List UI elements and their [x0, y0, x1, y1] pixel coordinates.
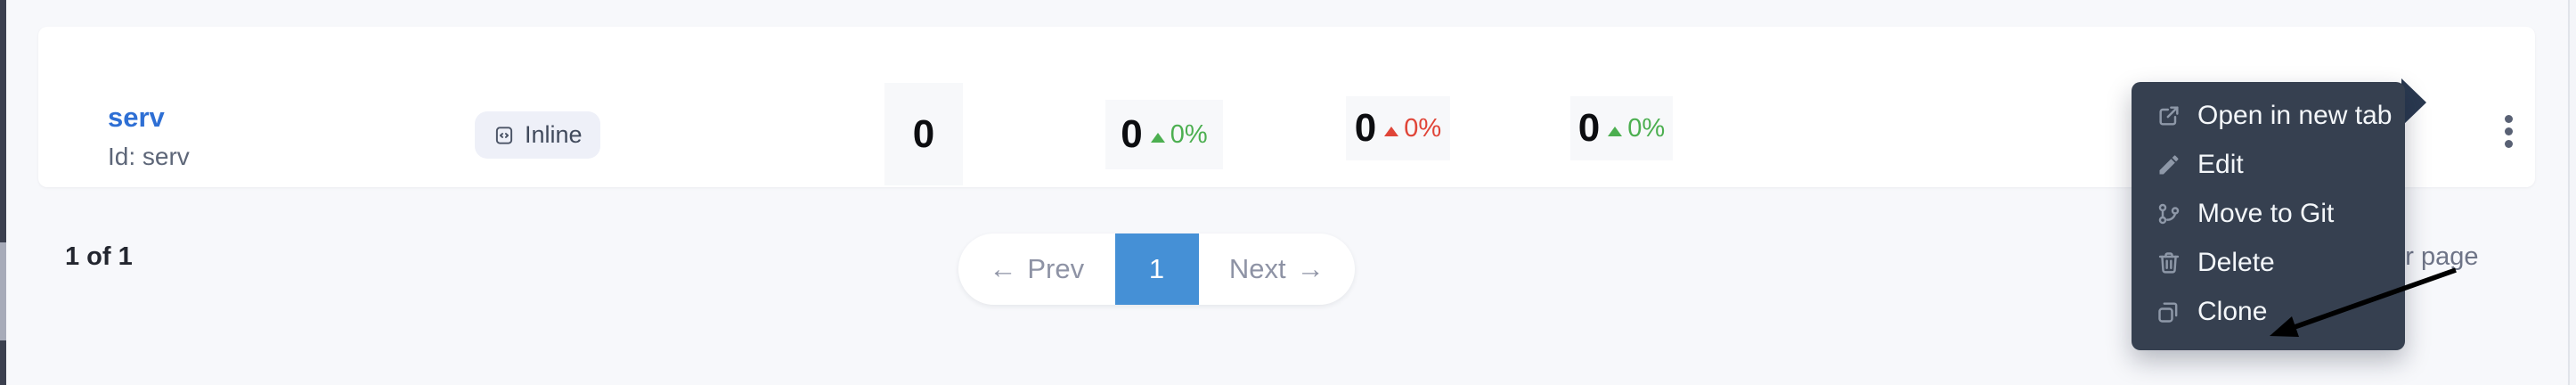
stat-value: 0	[1354, 106, 1377, 150]
app-id-label: Id: serv	[108, 143, 190, 170]
stat-value: 0	[1577, 106, 1601, 150]
inline-code-icon	[495, 126, 513, 144]
left-scrollbar-thumb[interactable]	[0, 242, 6, 340]
next-page-button[interactable]: Next →	[1199, 233, 1356, 305]
menu-item-clone[interactable]: Clone	[2132, 287, 2405, 336]
stat-cell-4: 0 0%	[1570, 96, 1673, 160]
menu-item-edit[interactable]: Edit	[2132, 140, 2405, 189]
right-divider	[2568, 0, 2570, 385]
menu-item-label: Open in new tab	[2197, 100, 2393, 130]
row-context-menu: Open in new tab Edit Move to Git Delete	[2132, 82, 2405, 350]
page-summary: 1 of 1	[65, 242, 133, 271]
app-row-card: serv Id: serv Inline 0 0 0% 0 0% 0 0%	[38, 27, 2535, 187]
arrow-right-icon: →	[1296, 253, 1325, 284]
stat-value: 0	[1121, 112, 1143, 156]
stat-cell-2: 0 0%	[1105, 100, 1223, 169]
trend-up-icon	[1150, 132, 1165, 143]
kebab-menu-icon	[2504, 139, 2513, 148]
trend-indicator: 0%	[1608, 114, 1665, 143]
row-actions-kebab-button[interactable]	[2481, 103, 2536, 159]
menu-caret	[2401, 78, 2426, 127]
left-scrollbar-track	[0, 0, 6, 385]
badge-label: Inline	[525, 121, 583, 148]
clone-icon	[2158, 301, 2178, 323]
menu-item-delete[interactable]: Delete	[2132, 238, 2405, 287]
trend-indicator: 0%	[1384, 114, 1441, 143]
trend-value: 0%	[1170, 119, 1208, 149]
external-link-icon	[2159, 105, 2179, 126]
pagination-pill: ← Prev 1 Next →	[958, 233, 1355, 305]
menu-item-label: Clone	[2197, 296, 2268, 326]
menu-item-move-to-git[interactable]: Move to Git	[2132, 189, 2405, 238]
trend-up-icon	[1608, 126, 1623, 136]
kebab-menu-icon	[2504, 127, 2513, 135]
arrow-left-icon: ←	[989, 253, 1017, 284]
stat-value: 0	[912, 111, 935, 156]
git-branch-icon	[2158, 203, 2180, 224]
next-label: Next	[1228, 253, 1286, 284]
menu-item-label: Delete	[2197, 247, 2275, 277]
trend-up-icon	[1384, 126, 1399, 136]
trend-value: 0%	[1404, 113, 1442, 143]
trash-icon	[2158, 251, 2180, 274]
inline-badge: Inline	[475, 111, 600, 159]
app-title-link[interactable]: serv	[108, 102, 165, 133]
prev-label: Prev	[1027, 253, 1085, 284]
kebab-menu-icon	[2504, 114, 2513, 123]
trend-value: 0%	[1627, 113, 1666, 143]
menu-item-label: Edit	[2197, 149, 2244, 179]
pencil-icon	[2159, 154, 2179, 174]
menu-item-open-in-new-tab[interactable]: Open in new tab	[2132, 91, 2405, 140]
prev-page-button[interactable]: ← Prev	[958, 233, 1115, 305]
stat-cell-1: 0	[884, 83, 963, 185]
menu-item-label: Move to Git	[2197, 198, 2335, 228]
current-page-button[interactable]: 1	[1114, 233, 1199, 305]
right-scrollbar-track	[2570, 0, 2576, 385]
stat-cell-3: 0 0%	[1346, 96, 1450, 160]
trend-indicator: 0%	[1150, 119, 1208, 150]
